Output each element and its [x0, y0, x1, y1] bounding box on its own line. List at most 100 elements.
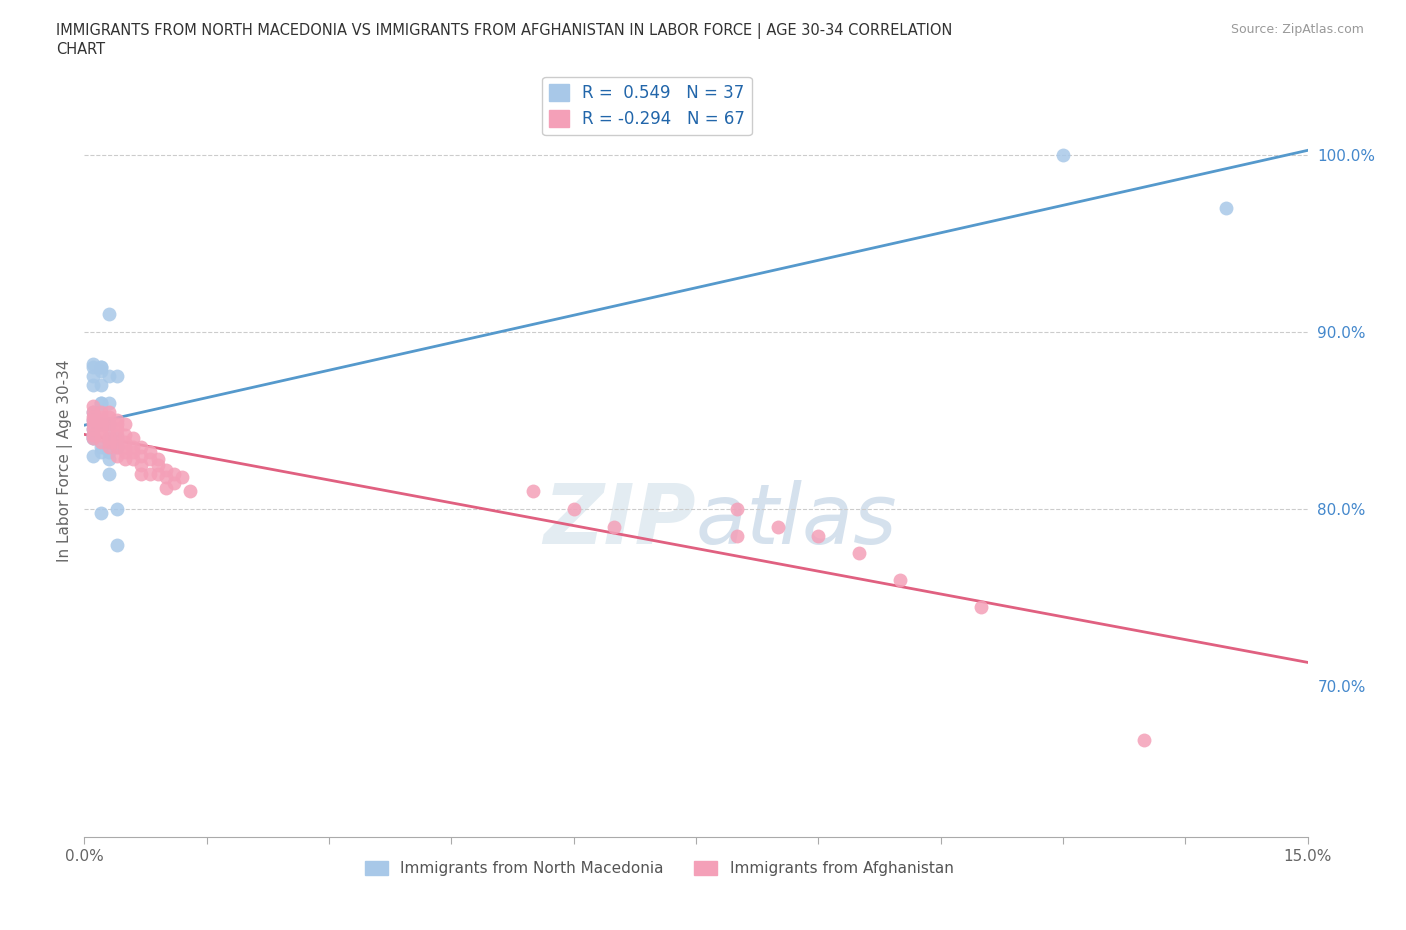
Point [97, 307, 120, 322]
Point [90, 434, 112, 449]
Point [1052, 147, 1074, 162]
Point [82, 378, 104, 392]
Point [82, 422, 104, 437]
Point [82, 368, 104, 383]
Point [105, 368, 128, 383]
Point [82, 413, 104, 428]
Text: Source: ZipAtlas.com: Source: ZipAtlas.com [1230, 23, 1364, 36]
Point [97, 431, 120, 445]
Point [131, 458, 153, 472]
Point [179, 484, 201, 498]
Y-axis label: In Labor Force | Age 30-34: In Labor Force | Age 30-34 [58, 359, 73, 562]
Point [82, 413, 104, 428]
Point [82, 405, 104, 419]
Point [105, 422, 128, 437]
Point [90, 417, 112, 432]
Point [90, 413, 112, 428]
Point [90, 422, 112, 437]
Text: ZIP: ZIP [543, 480, 696, 561]
Point [766, 519, 789, 534]
Point [97, 422, 120, 437]
Point [146, 452, 169, 467]
Point [82, 431, 104, 445]
Point [97, 368, 120, 383]
Point [131, 466, 153, 481]
Point [90, 360, 112, 375]
Point [105, 440, 128, 455]
Point [82, 360, 104, 375]
Point [146, 466, 169, 481]
Point [138, 452, 160, 467]
Point [970, 599, 993, 614]
Point [163, 475, 186, 490]
Point [105, 538, 128, 552]
Point [131, 448, 153, 463]
Point [114, 417, 136, 432]
Point [90, 395, 112, 410]
Point [155, 481, 177, 496]
Legend: Immigrants from North Macedonia, Immigrants from Afghanistan: Immigrants from North Macedonia, Immigra… [359, 855, 959, 882]
Point [97, 409, 120, 424]
Point [146, 458, 169, 472]
Point [725, 528, 748, 543]
Point [90, 364, 112, 379]
Point [90, 409, 112, 424]
Point [90, 405, 112, 419]
Point [82, 431, 104, 445]
Point [90, 505, 112, 520]
Point [105, 417, 128, 432]
Point [105, 440, 128, 455]
Point [562, 501, 585, 516]
Text: CHART: CHART [56, 42, 105, 57]
Point [82, 427, 104, 442]
Point [90, 360, 112, 375]
Point [122, 452, 145, 467]
Point [97, 452, 120, 467]
Point [97, 417, 120, 432]
Point [807, 528, 830, 543]
Point [131, 440, 153, 455]
Point [114, 434, 136, 449]
Point [90, 395, 112, 410]
Point [138, 466, 160, 481]
Point [122, 445, 145, 459]
Point [889, 573, 911, 588]
Point [105, 448, 128, 463]
Point [82, 399, 104, 414]
Point [90, 445, 112, 459]
Point [114, 445, 136, 459]
Point [82, 405, 104, 419]
Text: atlas: atlas [696, 480, 897, 561]
Point [114, 427, 136, 442]
Point [105, 431, 128, 445]
Point [105, 427, 128, 442]
Point [122, 431, 145, 445]
Point [97, 434, 120, 449]
Point [97, 417, 120, 432]
Point [1133, 732, 1156, 747]
Point [1215, 200, 1237, 215]
Point [97, 434, 120, 449]
Point [848, 546, 870, 561]
Point [155, 470, 177, 485]
Point [155, 462, 177, 477]
Point [105, 501, 128, 516]
Point [172, 470, 194, 485]
Point [82, 409, 104, 424]
Point [114, 440, 136, 455]
Point [138, 445, 160, 459]
Point [82, 427, 104, 442]
Point [90, 440, 112, 455]
Point [82, 417, 104, 432]
Point [97, 431, 120, 445]
Point [105, 434, 128, 449]
Point [90, 427, 112, 442]
Point [163, 466, 186, 481]
Point [725, 501, 748, 516]
Point [90, 378, 112, 392]
Point [97, 395, 120, 410]
Point [90, 417, 112, 432]
Point [114, 452, 136, 467]
Point [97, 445, 120, 459]
Point [82, 431, 104, 445]
